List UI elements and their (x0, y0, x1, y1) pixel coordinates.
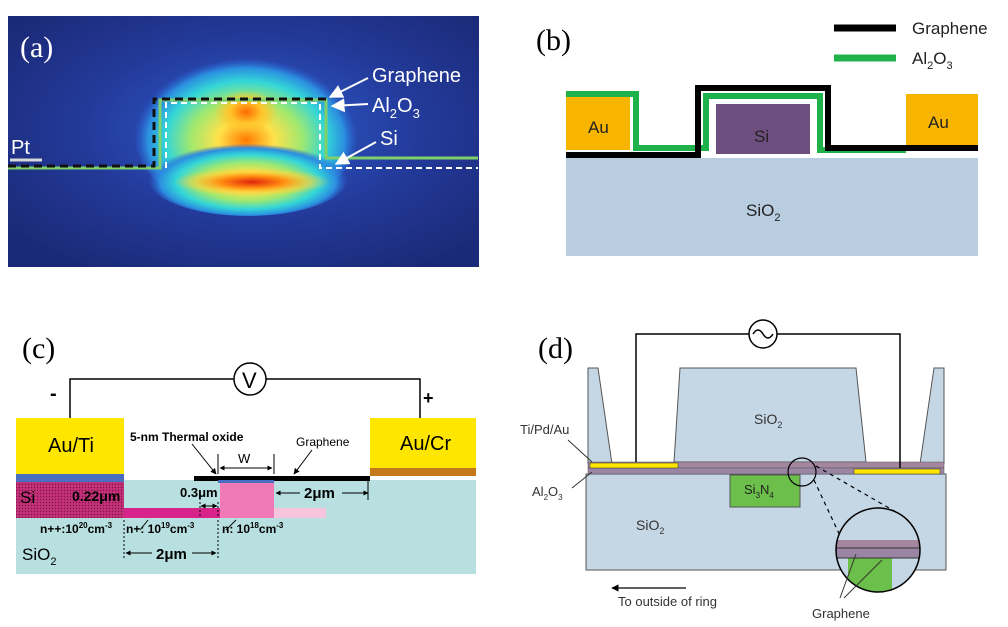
si-label: Si (380, 128, 398, 150)
plus-terminal: + (423, 388, 434, 408)
legend-graphene-label: Graphene (912, 19, 988, 38)
hot-spot-bottom (174, 168, 330, 196)
gap-2-bottom-label: 2μm (156, 546, 187, 563)
voltmeter-label: V (242, 368, 257, 393)
graphene-arrow (328, 77, 369, 98)
npp-label: n++:1020cm-3 (40, 521, 113, 536)
panel-c: (c) V - + Au/Ti Au/Cr Si 0.22μm 5-nm The… (16, 332, 476, 574)
cr-layer (370, 468, 476, 476)
si-npp-region (16, 482, 124, 518)
n-label: n: 1018cm-3 (222, 521, 284, 536)
si-outline (165, 102, 478, 169)
zoom-target-circle (787, 457, 817, 487)
al2o3-leader (571, 471, 593, 489)
graphene-leader-2 (843, 559, 883, 599)
graphene-label-c: Graphene (296, 435, 350, 449)
si-label-b: Si (754, 127, 769, 146)
al2o3-arrow (330, 98, 369, 113)
graphene-layer-c (194, 476, 370, 481)
si-arrow (334, 141, 377, 165)
zoom-line-left (813, 479, 843, 541)
panel-d-label: (d) (538, 332, 573, 365)
sio2-substrate (566, 158, 978, 256)
gap-2-right-label: 2μm (304, 485, 335, 502)
voltmeter (233, 362, 267, 396)
outside-ring-label: To outside of ring (618, 594, 717, 609)
si-waveguide (716, 104, 810, 154)
n-region (220, 482, 274, 518)
n-tail-region (274, 508, 326, 518)
sio2-label-c: SiO2 (22, 545, 56, 568)
zoom-circle (835, 507, 921, 593)
ac-source-icon (752, 329, 774, 339)
legend-al2o3-label: Al2O3 (912, 49, 953, 72)
panel-b-label: (b) (536, 24, 571, 57)
au-ti-label: Au/Ti (48, 435, 94, 457)
thermal-oxide-layer (218, 480, 274, 483)
w-label: W (238, 451, 251, 466)
si3n4-label: Si3N4 (744, 482, 774, 500)
graphene-arrow-c (293, 449, 313, 475)
electrode-left (589, 462, 679, 469)
np-leader (139, 519, 149, 531)
al2o3-layer (566, 91, 906, 153)
panel-d: (d) (520, 319, 947, 621)
sio2-label-b: SiO2 (746, 201, 780, 224)
n-leader (225, 519, 237, 531)
graphene-leader-1 (839, 553, 857, 599)
au-pad-left (566, 94, 630, 150)
si-label-c: Si (20, 488, 35, 507)
ti-layer (16, 474, 124, 482)
thermal-oxide-label: 5-nm Thermal oxide (130, 430, 244, 444)
electrode-right (853, 468, 941, 475)
gap-2-bottom-bg (152, 544, 192, 562)
wire-right (266, 378, 421, 418)
au-ti-contact (16, 418, 124, 474)
graphene-label: Graphene (372, 65, 461, 87)
si3n4-waveguide (729, 474, 801, 508)
right-post (919, 367, 945, 465)
left-post (587, 367, 613, 465)
au-left-label: Au (588, 118, 609, 137)
thickness-label: 0.22μm (72, 488, 120, 504)
ti-pd-au-label: Ti/Pd/Au (520, 422, 569, 437)
au-cr-contact (370, 418, 476, 468)
graphene-layer-d (587, 467, 945, 475)
hot-spot-top (214, 90, 278, 134)
panel-c-label: (c) (22, 332, 55, 365)
gap-2-right-bg (300, 483, 342, 501)
panel-b: (b) Graphene Al2O3 Au Au Si SiO2 (536, 19, 988, 256)
panel-a: (a) Pt Graphene Al2O3 Si (8, 16, 479, 267)
np-region (124, 508, 220, 518)
wire-left (69, 378, 234, 418)
panel-a-label: (a) (20, 31, 53, 64)
wire-right-d (776, 333, 901, 468)
wire-left-d (635, 333, 750, 462)
al2o3-label-d: Al2O3 (532, 484, 563, 502)
graphene-label-d: Graphene (812, 606, 870, 621)
graphene-outline (8, 97, 326, 168)
sio2-bottom-label: SiO2 (636, 517, 664, 536)
au-right-label: Au (928, 113, 949, 132)
ti-pd-au-leader (567, 439, 593, 463)
gap-03-label: 0.3μm (180, 485, 218, 500)
np-label: n+: 1019cm-3 (126, 521, 195, 536)
thermal-oxide-arrow (191, 443, 217, 475)
au-cr-label: Au/Cr (400, 433, 451, 455)
al2o3-label: Al2O3 (372, 95, 420, 121)
au-pad-right (906, 94, 978, 150)
pt-label: Pt (11, 137, 30, 159)
sio2-top-label: SiO2 (754, 411, 782, 430)
graphene-layer (566, 85, 978, 158)
minus-terminal: - (50, 383, 57, 405)
